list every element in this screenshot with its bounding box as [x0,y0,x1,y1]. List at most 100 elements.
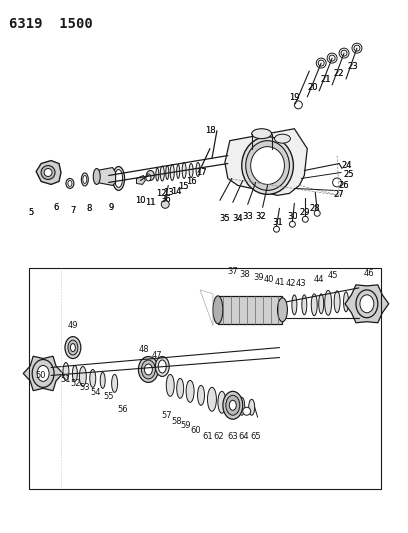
Ellipse shape [71,344,75,352]
Text: 23: 23 [348,61,358,70]
Circle shape [243,407,251,415]
Text: 60: 60 [191,426,202,434]
Text: 7: 7 [70,206,75,215]
Text: 8: 8 [86,204,91,213]
Ellipse shape [81,173,88,186]
Circle shape [295,101,302,109]
Text: 12: 12 [156,189,166,198]
Circle shape [352,43,362,53]
Ellipse shape [246,141,289,190]
Ellipse shape [239,397,245,415]
Text: 30: 30 [287,212,298,221]
Text: 21: 21 [320,76,330,84]
Text: 30: 30 [287,212,298,221]
Circle shape [302,216,308,222]
Polygon shape [36,160,61,184]
Ellipse shape [360,295,374,313]
Text: 34: 34 [233,214,243,223]
Text: 15: 15 [178,182,188,191]
Ellipse shape [226,395,240,415]
Ellipse shape [186,381,194,402]
Text: 27: 27 [334,190,344,199]
Text: 41: 41 [274,278,285,287]
Ellipse shape [112,375,118,392]
Ellipse shape [68,181,72,187]
Ellipse shape [325,290,332,315]
Ellipse shape [344,292,348,312]
Ellipse shape [68,340,78,355]
Circle shape [314,211,320,216]
Text: 7: 7 [70,206,75,215]
Circle shape [316,58,326,68]
Text: 37: 37 [227,268,238,277]
Ellipse shape [275,134,290,143]
Circle shape [318,60,324,66]
Ellipse shape [160,166,164,181]
Ellipse shape [166,166,169,180]
Text: 49: 49 [68,321,78,330]
Ellipse shape [115,169,122,188]
Text: 44: 44 [314,276,324,285]
Ellipse shape [277,298,287,322]
Ellipse shape [63,362,69,381]
Text: 14: 14 [171,187,182,196]
Text: 26: 26 [339,181,349,190]
Text: 36: 36 [160,195,171,204]
Ellipse shape [334,291,340,313]
Polygon shape [225,129,307,196]
Ellipse shape [41,166,55,180]
Text: 18: 18 [205,126,215,135]
Text: 65: 65 [251,432,261,441]
Ellipse shape [44,168,52,176]
Text: 54: 54 [91,388,101,397]
Circle shape [289,221,295,227]
Text: 51: 51 [61,375,71,384]
Text: 39: 39 [253,273,264,282]
Text: 28: 28 [309,204,319,213]
Text: 35: 35 [220,214,230,223]
Text: 32: 32 [255,212,266,221]
Text: 33: 33 [242,212,253,221]
Ellipse shape [208,387,216,411]
Ellipse shape [146,171,154,181]
Ellipse shape [197,385,204,405]
Text: 12: 12 [156,189,166,198]
Circle shape [273,226,279,232]
Ellipse shape [213,296,223,324]
Ellipse shape [189,164,193,177]
Ellipse shape [228,393,236,415]
Ellipse shape [155,357,169,376]
Polygon shape [345,285,389,323]
Text: 47: 47 [152,351,163,360]
Text: 57: 57 [161,411,172,419]
Ellipse shape [196,163,200,176]
Text: 17: 17 [196,168,206,177]
Text: 48: 48 [139,345,150,354]
Ellipse shape [223,391,243,419]
Text: 16: 16 [186,177,196,186]
Text: 32: 32 [255,212,266,221]
Ellipse shape [138,357,158,382]
Text: 20: 20 [307,84,317,92]
Text: 31: 31 [272,218,283,227]
Text: 16: 16 [186,177,196,186]
Text: 40: 40 [263,276,274,285]
Text: 14: 14 [171,187,182,196]
Polygon shape [23,356,63,391]
Text: 24: 24 [342,161,352,170]
Text: 62: 62 [213,432,224,441]
Text: 28: 28 [309,204,319,213]
Ellipse shape [161,200,169,208]
Text: 34: 34 [233,214,243,223]
Circle shape [354,45,360,51]
Ellipse shape [93,168,100,184]
Text: 6: 6 [53,203,59,212]
Text: 55: 55 [103,392,114,401]
Text: 24: 24 [342,161,352,170]
Text: 64: 64 [238,432,249,441]
Text: 35: 35 [220,214,230,223]
Text: 5: 5 [29,208,34,217]
Text: 50: 50 [36,371,47,380]
Text: 27: 27 [334,190,344,199]
Ellipse shape [218,391,226,413]
